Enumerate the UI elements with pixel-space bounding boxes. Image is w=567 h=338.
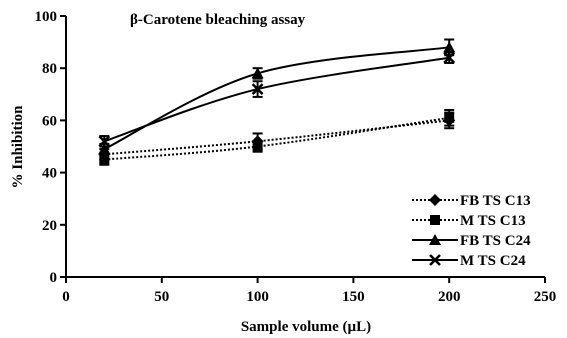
x-tick-label: 0 bbox=[62, 289, 70, 305]
x-axis-label: Sample volume (µL) bbox=[241, 319, 371, 335]
x-tick-label: 50 bbox=[154, 289, 169, 305]
y-axis-label: % Inhibition bbox=[10, 105, 26, 189]
y-tick-label: 20 bbox=[42, 218, 57, 234]
y-tick-label: 60 bbox=[42, 113, 57, 129]
series-line bbox=[104, 119, 450, 156]
legend-swatch-marker bbox=[429, 234, 441, 245]
data-point bbox=[98, 143, 111, 155]
legend-swatch-marker bbox=[429, 194, 441, 206]
legend-item: FB TS C13 bbox=[412, 193, 531, 209]
data-point bbox=[443, 51, 456, 64]
data-point bbox=[251, 83, 264, 95]
series-line bbox=[103, 56, 450, 143]
data-point bbox=[444, 112, 455, 123]
legend-label: M TS C13 bbox=[460, 213, 526, 229]
legend-item: FB TS C24 bbox=[412, 233, 531, 249]
series-fb-ts-c13 bbox=[98, 111, 456, 161]
x-tick-label: 250 bbox=[534, 289, 557, 305]
x-tick-label: 150 bbox=[342, 289, 365, 305]
series-m-ts-c24 bbox=[98, 51, 456, 148]
data-point bbox=[443, 41, 456, 53]
data-point bbox=[98, 135, 111, 148]
chart-title: β-Carotene bleaching assay bbox=[130, 12, 306, 28]
legend-label: FB TS C24 bbox=[460, 233, 531, 249]
legend-swatch-marker bbox=[430, 215, 440, 225]
y-tick-label: 100 bbox=[35, 9, 58, 25]
legend-item: M TS C13 bbox=[412, 213, 526, 229]
data-point bbox=[99, 154, 110, 165]
y-tick-label: 0 bbox=[50, 270, 58, 286]
data-point bbox=[251, 67, 264, 79]
data-point bbox=[252, 141, 263, 152]
series-m-ts-c13 bbox=[99, 108, 455, 166]
legend-label: FB TS C13 bbox=[460, 193, 531, 209]
legend-item: M TS C24 bbox=[412, 253, 526, 269]
axes: 0 20 40 60 80 100 0 50 100 150 200 250 bbox=[35, 9, 557, 305]
series-group bbox=[98, 38, 456, 166]
x-tick-label: 100 bbox=[246, 289, 269, 305]
x-tick-label: 200 bbox=[438, 289, 461, 305]
legend-swatch-marker bbox=[429, 254, 441, 266]
y-tick-label: 80 bbox=[42, 61, 57, 77]
y-tick-label: 40 bbox=[42, 166, 57, 182]
legend-label: M TS C24 bbox=[460, 253, 526, 269]
series-fb-ts-c24 bbox=[98, 38, 456, 156]
series-line bbox=[103, 46, 450, 151]
legend: FB TS C13 M TS C13 FB TS C24 M TS C24 bbox=[412, 193, 531, 269]
